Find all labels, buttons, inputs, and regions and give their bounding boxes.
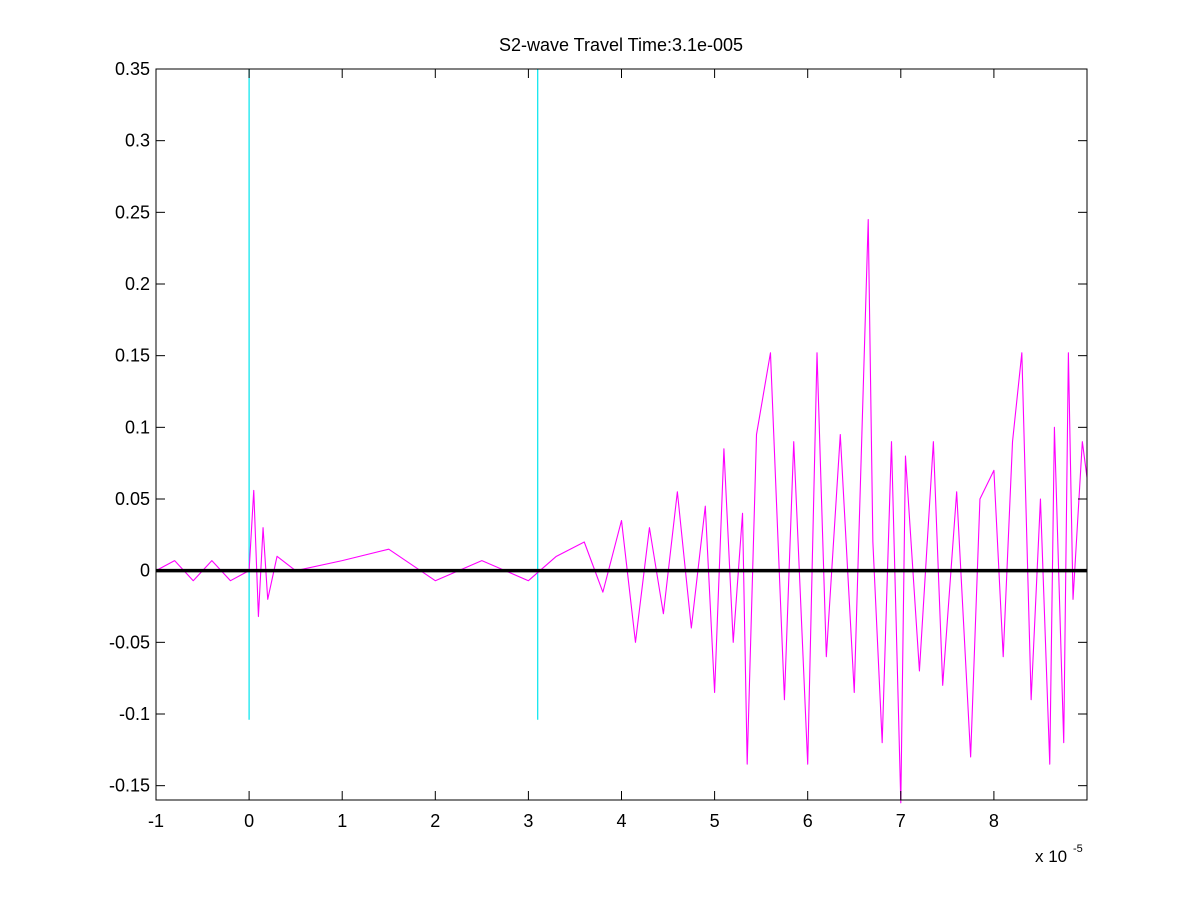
- y-tick-label: 0.2: [125, 274, 150, 294]
- x-tick-label: 5: [710, 811, 720, 831]
- x-tick-label: 6: [803, 811, 813, 831]
- x-tick-label: 7: [896, 811, 906, 831]
- x-tick-label: 8: [989, 811, 999, 831]
- y-tick-label: -0.15: [109, 776, 150, 796]
- y-tick-label: 0.05: [115, 489, 150, 509]
- y-tick-label: 0.35: [115, 59, 150, 79]
- y-tick-label: -0.05: [109, 632, 150, 652]
- x-tick-label: 0: [244, 811, 254, 831]
- y-tick-label: -0.1: [119, 704, 150, 724]
- waveform-line: [155, 218, 1088, 804]
- y-tick-label: 0.1: [125, 417, 150, 437]
- y-tick-label: 0.25: [115, 202, 150, 222]
- y-tick-label: 0.15: [115, 346, 150, 366]
- plot-area: [156, 69, 1087, 800]
- x-tick-label: 3: [523, 811, 533, 831]
- x-tick-label: 1: [337, 811, 347, 831]
- x-exponent-power: -5: [1073, 843, 1083, 855]
- x-tick-label: 2: [430, 811, 440, 831]
- x-exponent-base: x 10: [1035, 847, 1067, 866]
- x-tick-label: 4: [616, 811, 626, 831]
- plot-background: [156, 69, 1087, 800]
- axes-layer: -1 0 1 2 3 4 5 6 7 8 0.35 0.3 0.25 0.2 0.15 0.1 0.05 0 -0.…: [109, 59, 1088, 831]
- x-tick-label: -1: [148, 811, 164, 831]
- y-tick-label: 0: [140, 561, 150, 581]
- data-layer: [155, 69, 1088, 804]
- y-tick-label: 0.3: [125, 131, 150, 151]
- chart-title: S2-wave Travel Time:3.1e-005: [499, 35, 743, 55]
